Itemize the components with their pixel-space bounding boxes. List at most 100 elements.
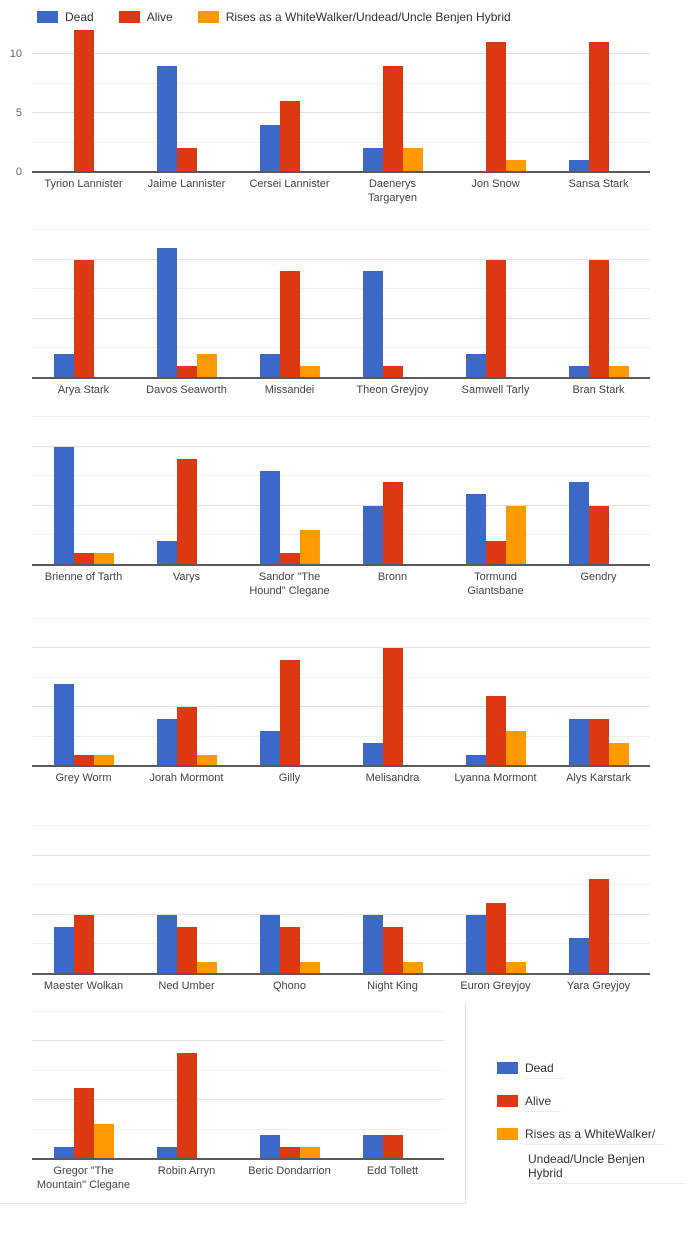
bar-dead[interactable] — [259, 470, 280, 565]
bar-alive[interactable] — [176, 926, 197, 974]
bar-dead[interactable] — [156, 247, 177, 378]
bar-rises[interactable] — [505, 961, 526, 974]
gridline — [32, 112, 650, 113]
bar-alive[interactable] — [279, 553, 300, 565]
bar-dead[interactable] — [259, 1135, 280, 1160]
bar-rises[interactable] — [608, 742, 629, 767]
bar-alive[interactable] — [176, 365, 197, 378]
bar-rises[interactable] — [93, 553, 114, 565]
bar-dead[interactable] — [259, 354, 280, 378]
bar-dead[interactable] — [53, 354, 74, 378]
bar-alive[interactable] — [279, 101, 300, 172]
legend-label-rises: Rises as a WhiteWalker/Undead/Uncle Benj… — [225, 10, 511, 24]
bar-rises[interactable] — [196, 961, 217, 974]
bar-dead[interactable] — [362, 148, 383, 172]
bar-dead[interactable] — [156, 719, 177, 767]
bar-dead[interactable] — [568, 365, 589, 378]
bar-alive[interactable] — [279, 1147, 300, 1160]
bar-alive[interactable] — [176, 458, 197, 565]
bar-alive[interactable] — [382, 926, 403, 974]
bar-dead[interactable] — [259, 914, 280, 974]
bar-rises[interactable] — [299, 961, 320, 974]
x-axis-baseline — [32, 1158, 444, 1161]
bar-alive[interactable] — [73, 259, 94, 378]
bar-rises[interactable] — [299, 1147, 320, 1160]
bar-alive[interactable] — [485, 695, 506, 767]
bar-alive[interactable] — [382, 648, 403, 767]
bar-alive[interactable] — [73, 553, 94, 565]
bar-dead[interactable] — [53, 1147, 74, 1160]
bar-dead[interactable] — [156, 65, 177, 172]
bar-alive[interactable] — [588, 505, 609, 565]
bar-dead[interactable] — [156, 541, 177, 565]
bar-alive[interactable] — [485, 902, 506, 974]
bar-dead[interactable] — [568, 938, 589, 974]
bar-dead[interactable] — [568, 719, 589, 767]
legend-label-dead: Dead — [65, 10, 94, 24]
bar-rises[interactable] — [505, 160, 526, 172]
legend-item-rises-line2: Undead/Uncle Benjen Hybrid — [528, 1152, 685, 1185]
gridline — [32, 1040, 444, 1042]
bar-rises[interactable] — [402, 148, 423, 172]
bar-alive[interactable] — [382, 482, 403, 565]
bar-alive[interactable] — [73, 914, 94, 974]
bar-alive[interactable] — [176, 707, 197, 767]
bar-dead[interactable] — [568, 160, 589, 172]
category-label: Samwell Tarly — [461, 383, 530, 396]
bar-alive[interactable] — [588, 879, 609, 974]
bar-alive[interactable] — [73, 1088, 94, 1160]
bar-group — [135, 1007, 238, 1160]
bar-rises[interactable] — [299, 529, 320, 565]
bar-alive[interactable] — [176, 1052, 197, 1160]
bar-rises[interactable] — [505, 731, 526, 767]
bar-dead[interactable] — [53, 683, 74, 767]
bar-dead[interactable] — [156, 1147, 177, 1160]
bar-dead[interactable] — [362, 1135, 383, 1160]
category-label: Robin Arryn — [157, 1165, 216, 1178]
bar-dead[interactable] — [53, 926, 74, 974]
bar-alive[interactable] — [588, 259, 609, 378]
bar-alive[interactable] — [382, 1135, 403, 1160]
bar-alive[interactable] — [382, 365, 403, 378]
bar-dead[interactable] — [259, 124, 280, 172]
bar-dead[interactable] — [362, 914, 383, 974]
bar-alive[interactable] — [485, 42, 506, 172]
bar-alive[interactable] — [588, 719, 609, 767]
bar-rises[interactable] — [196, 754, 217, 767]
bar-alive[interactable] — [279, 926, 300, 974]
gridline — [32, 913, 650, 915]
bar-dead[interactable] — [362, 742, 383, 767]
bar-dead[interactable] — [53, 446, 74, 565]
bar-dead[interactable] — [465, 494, 486, 565]
bar-alive[interactable] — [382, 65, 403, 172]
bar-alive[interactable] — [485, 259, 506, 378]
bar-rises[interactable] — [402, 961, 423, 974]
dead-swatch — [497, 1062, 518, 1075]
bar-dead[interactable] — [465, 354, 486, 378]
bar-dead[interactable] — [259, 731, 280, 767]
bar-alive[interactable] — [176, 148, 197, 172]
bar-dead[interactable] — [156, 914, 177, 974]
bar-rises[interactable] — [505, 505, 526, 565]
category-label: Gregor "The Mountain" Clegane — [36, 1165, 131, 1192]
bar-rises[interactable] — [299, 365, 320, 378]
bar-dead[interactable] — [362, 505, 383, 565]
bar-rises[interactable] — [608, 365, 629, 378]
bar-alive[interactable] — [73, 30, 94, 172]
bar-dead[interactable] — [465, 754, 486, 767]
bar-rises[interactable] — [93, 754, 114, 767]
legend-item-rises: Rises as a WhiteWalker/ — [497, 1127, 685, 1146]
bar-rises[interactable] — [196, 354, 217, 378]
bar-dead[interactable] — [362, 271, 383, 378]
bar-dead[interactable] — [465, 914, 486, 974]
bar-dead[interactable] — [568, 482, 589, 565]
bar-rises[interactable] — [93, 1123, 114, 1160]
bar-alive[interactable] — [485, 541, 506, 565]
bar-alive[interactable] — [279, 271, 300, 378]
bar-alive[interactable] — [279, 660, 300, 767]
chart-panel-5: Maester Wolkan Ned Umber Qhono Night King Eu… — [0, 822, 685, 993]
bar-alive[interactable] — [588, 42, 609, 172]
bar-alive[interactable] — [73, 754, 94, 767]
bar-group — [32, 822, 135, 974]
bar-group — [341, 413, 444, 565]
